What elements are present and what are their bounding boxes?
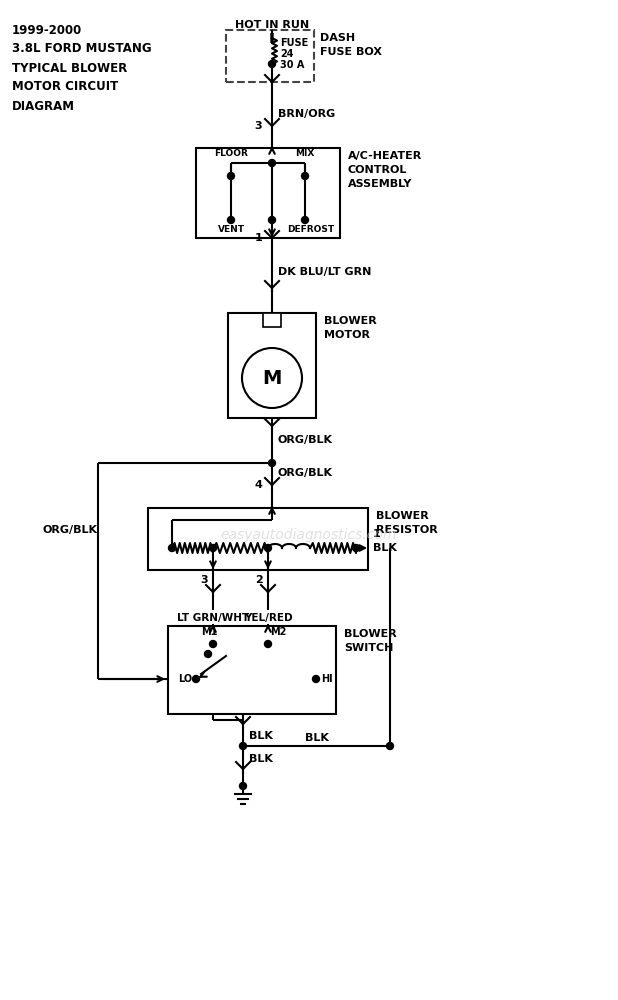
Text: easyautodiagnostics.com: easyautodiagnostics.com xyxy=(221,528,397,542)
Circle shape xyxy=(268,217,276,224)
Bar xyxy=(196,148,340,238)
Text: BLK: BLK xyxy=(249,731,273,741)
Bar xyxy=(226,30,314,82)
Circle shape xyxy=(210,641,216,648)
Text: 3: 3 xyxy=(255,121,262,131)
Text: BLOWER: BLOWER xyxy=(376,511,429,521)
Text: DIAGRAM: DIAGRAM xyxy=(12,100,75,112)
Circle shape xyxy=(265,641,271,648)
Bar xyxy=(168,626,336,714)
Text: 1: 1 xyxy=(254,233,262,243)
Text: ORG/BLK: ORG/BLK xyxy=(43,525,98,535)
Text: TYPICAL BLOWER: TYPICAL BLOWER xyxy=(12,62,127,75)
Text: DASH: DASH xyxy=(320,33,355,43)
Text: BLK: BLK xyxy=(305,733,328,743)
Text: BLK: BLK xyxy=(249,754,273,764)
Text: 1999-2000: 1999-2000 xyxy=(12,23,82,36)
Circle shape xyxy=(313,676,320,682)
Circle shape xyxy=(265,544,271,552)
Text: CONTROL: CONTROL xyxy=(348,165,407,175)
Circle shape xyxy=(227,172,234,180)
Bar xyxy=(228,313,316,418)
Bar xyxy=(263,313,281,327)
Text: 24: 24 xyxy=(280,49,294,59)
Circle shape xyxy=(210,544,216,552)
Text: ORG/BLK: ORG/BLK xyxy=(278,435,333,445)
Circle shape xyxy=(240,782,247,790)
Text: BLOWER: BLOWER xyxy=(344,629,397,639)
Circle shape xyxy=(302,172,308,180)
Text: 3: 3 xyxy=(200,575,208,585)
Circle shape xyxy=(386,742,394,750)
Circle shape xyxy=(192,676,200,682)
Text: 1: 1 xyxy=(373,529,381,539)
Circle shape xyxy=(268,60,276,68)
Text: FUSE: FUSE xyxy=(280,38,308,48)
Text: M2: M2 xyxy=(270,627,286,637)
Text: A/C-HEATER: A/C-HEATER xyxy=(348,151,422,161)
Text: ORG/BLK: ORG/BLK xyxy=(278,468,333,478)
Text: BLK: BLK xyxy=(373,543,397,553)
Circle shape xyxy=(205,650,211,658)
Text: SWITCH: SWITCH xyxy=(344,643,394,653)
Text: 2: 2 xyxy=(255,575,263,585)
Text: HOT IN RUN: HOT IN RUN xyxy=(235,20,309,30)
Text: FUSE BOX: FUSE BOX xyxy=(320,47,382,57)
Text: 3.8L FORD MUSTANG: 3.8L FORD MUSTANG xyxy=(12,42,151,55)
Text: BLOWER: BLOWER xyxy=(324,316,377,326)
Text: M: M xyxy=(262,368,282,387)
Circle shape xyxy=(227,217,234,224)
Circle shape xyxy=(302,217,308,224)
Text: MOTOR CIRCUIT: MOTOR CIRCUIT xyxy=(12,81,118,94)
Text: BRN/ORG: BRN/ORG xyxy=(278,109,335,119)
Text: ASSEMBLY: ASSEMBLY xyxy=(348,179,412,189)
Text: DK BLU/LT GRN: DK BLU/LT GRN xyxy=(278,267,371,277)
Circle shape xyxy=(352,544,360,552)
Text: 4: 4 xyxy=(254,480,262,490)
Text: DEFROST: DEFROST xyxy=(287,226,334,234)
Text: M1: M1 xyxy=(201,627,218,637)
Text: MIX: MIX xyxy=(295,148,315,157)
Text: VENT: VENT xyxy=(218,226,245,234)
Circle shape xyxy=(169,544,176,552)
Text: FLOOR: FLOOR xyxy=(214,148,248,157)
Circle shape xyxy=(240,742,247,750)
Text: LT GRN/WHT: LT GRN/WHT xyxy=(177,613,249,623)
Text: RESISTOR: RESISTOR xyxy=(376,525,438,535)
Circle shape xyxy=(268,460,276,466)
Text: LO: LO xyxy=(178,674,192,684)
Text: MOTOR: MOTOR xyxy=(324,330,370,340)
Circle shape xyxy=(268,159,276,166)
Text: YEL/RED: YEL/RED xyxy=(243,613,292,623)
Text: 30 A: 30 A xyxy=(280,60,305,70)
Bar xyxy=(148,508,368,570)
Text: HI: HI xyxy=(321,674,332,684)
